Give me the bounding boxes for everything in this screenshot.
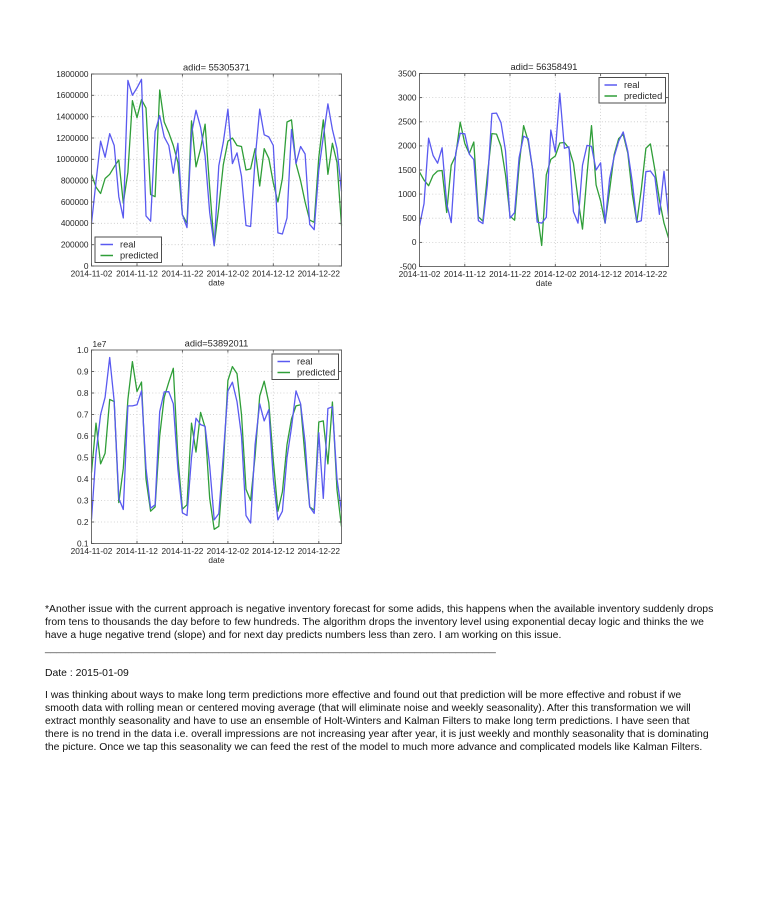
svg-text:1000: 1000	[398, 189, 417, 199]
svg-text:2014-11-22: 2014-11-22	[161, 269, 203, 279]
svg-text:3000: 3000	[398, 92, 417, 102]
svg-text:2014-11-02: 2014-11-02	[399, 269, 441, 279]
svg-text:2014-12-02: 2014-12-02	[207, 546, 250, 556]
svg-text:2014-12-12: 2014-12-12	[252, 546, 295, 556]
svg-text:adid= 56358491: adid= 56358491	[511, 62, 578, 72]
svg-text:0.3: 0.3	[77, 495, 89, 505]
svg-text:real: real	[297, 357, 313, 367]
svg-text:2500: 2500	[398, 117, 417, 127]
svg-text:800000: 800000	[61, 176, 89, 186]
svg-text:500: 500	[403, 213, 417, 223]
svg-text:2014-12-22: 2014-12-22	[625, 269, 668, 279]
svg-text:2014-12-22: 2014-12-22	[298, 269, 341, 279]
svg-text:0: 0	[84, 261, 89, 271]
svg-text:2014-12-22: 2014-12-22	[298, 546, 341, 556]
svg-text:0.1: 0.1	[77, 538, 89, 548]
svg-text:0: 0	[412, 237, 417, 247]
svg-text:2014-12-12: 2014-12-12	[252, 269, 295, 279]
svg-text:2014-11-12: 2014-11-12	[444, 269, 486, 279]
svg-text:2014-12-12: 2014-12-12	[579, 269, 622, 279]
svg-text:0.9: 0.9	[77, 366, 89, 376]
svg-text:1500: 1500	[398, 165, 417, 175]
svg-text:predicted: predicted	[120, 251, 158, 261]
svg-text:1600000: 1600000	[56, 90, 89, 100]
svg-text:1800000: 1800000	[56, 69, 89, 79]
svg-text:2014-12-02: 2014-12-02	[534, 269, 577, 279]
svg-text:date: date	[208, 278, 225, 288]
svg-text:2014-11-22: 2014-11-22	[161, 546, 203, 556]
svg-text:0.8: 0.8	[77, 388, 89, 398]
svg-text:adid=53892011: adid=53892011	[185, 339, 249, 349]
svg-text:date: date	[536, 278, 553, 288]
svg-text:real: real	[120, 240, 136, 250]
svg-text:-500: -500	[400, 261, 417, 271]
svg-text:400000: 400000	[61, 218, 89, 228]
svg-text:3500: 3500	[398, 68, 417, 78]
svg-text:1200000: 1200000	[56, 133, 89, 143]
svg-text:2014-11-22: 2014-11-22	[489, 269, 531, 279]
svg-text:2014-11-02: 2014-11-02	[71, 269, 113, 279]
svg-text:2000: 2000	[398, 141, 417, 151]
svg-text:2014-11-02: 2014-11-02	[71, 546, 113, 556]
svg-text:200000: 200000	[61, 240, 89, 250]
svg-text:0.2: 0.2	[77, 517, 89, 527]
svg-text:predicted: predicted	[297, 368, 335, 378]
svg-text:2014-11-12: 2014-11-12	[116, 269, 158, 279]
svg-text:predicted: predicted	[624, 91, 662, 101]
svg-text:0.7: 0.7	[77, 409, 89, 419]
svg-text:1.0: 1.0	[77, 345, 89, 355]
svg-text:adid= 55305371: adid= 55305371	[183, 63, 250, 73]
svg-text:0.4: 0.4	[77, 474, 89, 484]
svg-text:1400000: 1400000	[56, 112, 89, 122]
svg-text:date: date	[208, 555, 225, 565]
svg-text:1e7: 1e7	[93, 339, 107, 349]
svg-text:real: real	[624, 80, 640, 90]
svg-text:0.5: 0.5	[77, 452, 89, 462]
svg-text:0.6: 0.6	[77, 431, 89, 441]
svg-text:1000000: 1000000	[56, 154, 89, 164]
svg-text:2014-11-12: 2014-11-12	[116, 546, 158, 556]
svg-text:600000: 600000	[61, 197, 89, 207]
svg-text:2014-12-02: 2014-12-02	[207, 269, 250, 279]
